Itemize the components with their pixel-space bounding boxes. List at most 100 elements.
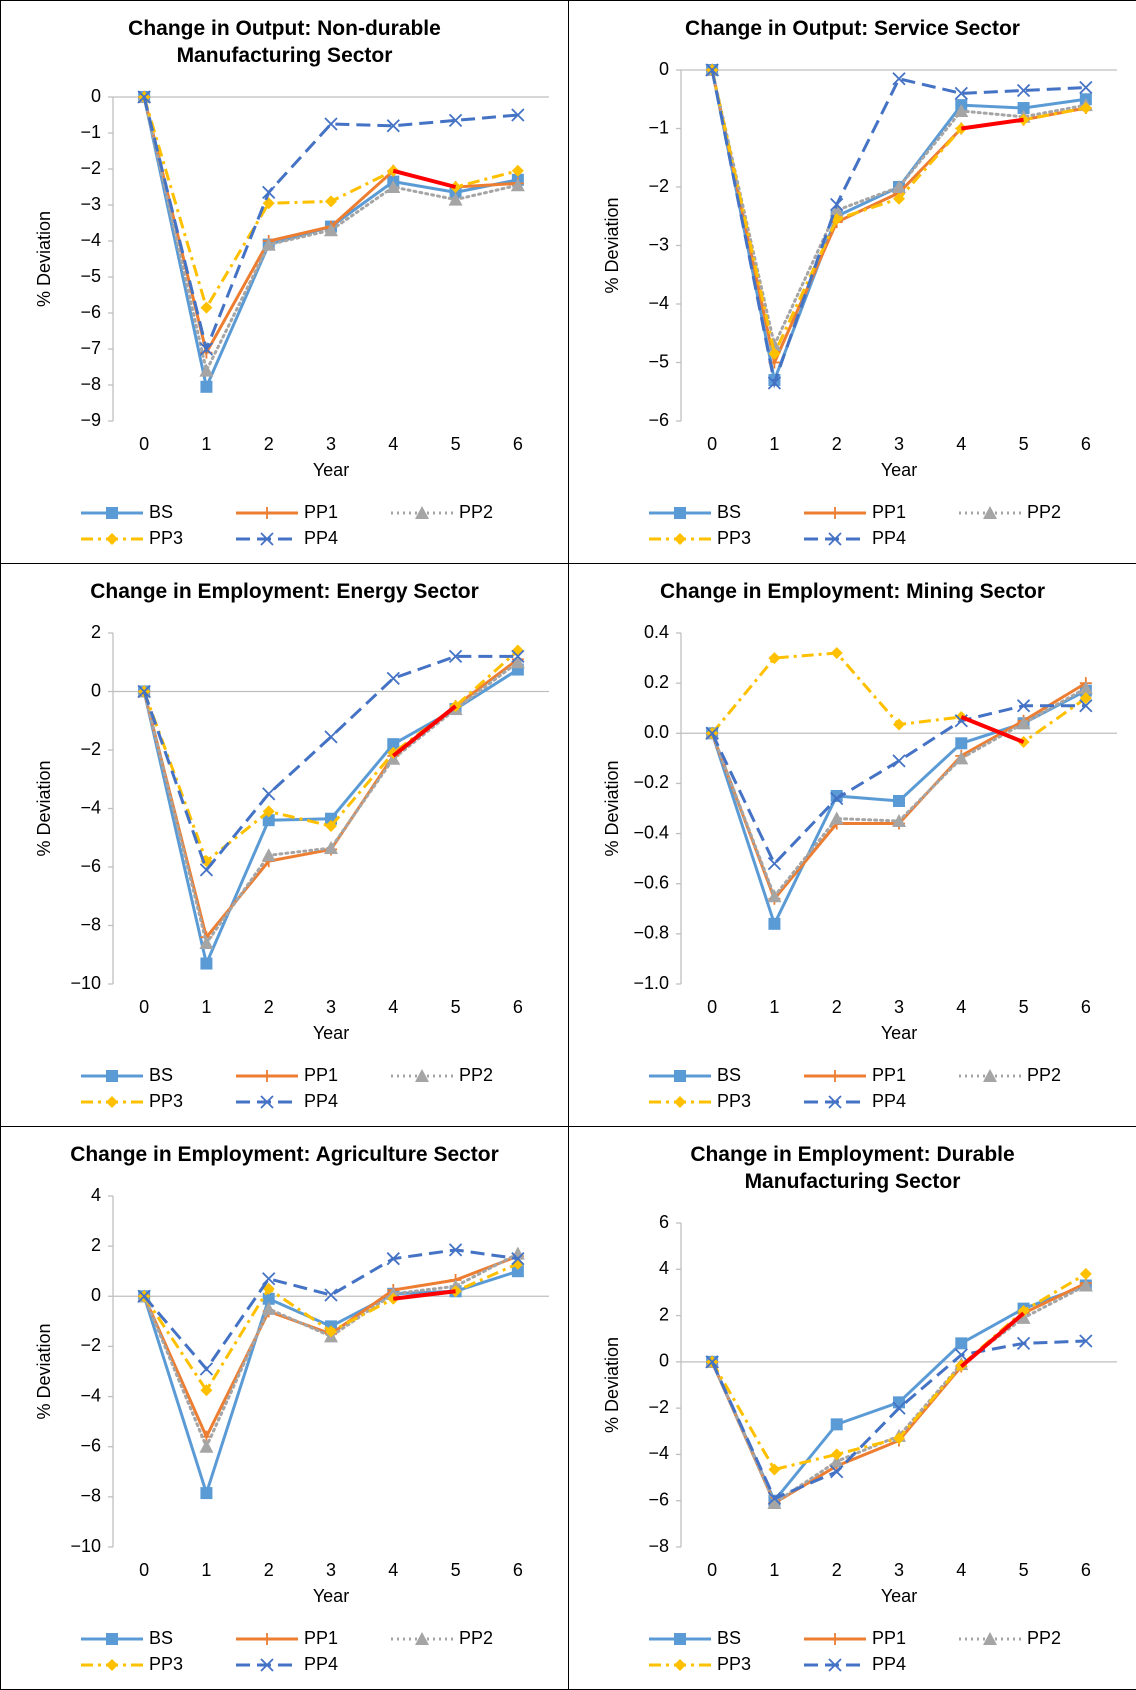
data-point [767, 889, 782, 903]
data-point [386, 671, 400, 685]
data-point [262, 1292, 275, 1305]
y-tick-label: 0.0 [644, 722, 669, 742]
x-tick-label: 6 [1081, 997, 1091, 1017]
data-point [200, 380, 213, 393]
data-point [386, 1252, 400, 1266]
data-point [954, 751, 969, 765]
legend-marker [415, 1632, 429, 1645]
y-tick-label: −4 [648, 1443, 669, 1463]
data-point [892, 72, 906, 86]
legend-marker [261, 1633, 273, 1645]
data-point [199, 863, 214, 877]
x-tick-label: 1 [769, 434, 779, 454]
data-point [1078, 1278, 1093, 1292]
data-point [1079, 1334, 1093, 1348]
x-tick-label: 4 [956, 1560, 966, 1580]
data-point [830, 647, 843, 660]
highlight-segment [959, 1311, 1025, 1369]
data-point [387, 738, 400, 751]
data-point [830, 1448, 843, 1461]
legend-marker [261, 507, 273, 519]
data-point [137, 1289, 151, 1303]
y-tick-label: −8 [80, 1486, 101, 1506]
data-point [1016, 1310, 1031, 1324]
y-tick-label: −4 [648, 293, 669, 313]
x-tick-label: 4 [388, 997, 398, 1017]
y-tick-label: −10 [70, 1536, 101, 1556]
data-point [262, 814, 275, 827]
x-axis-label: Year [881, 1023, 917, 1043]
data-point [324, 1288, 338, 1302]
y-tick-label: −10 [70, 973, 101, 993]
y-tick-label: −1 [80, 122, 101, 142]
chart-title: Change in Output: Service Sector [685, 17, 1020, 40]
y-tick-label: −1 [648, 117, 669, 137]
x-axis-label: Year [881, 1586, 917, 1606]
chart-panel: −1.0 −0.8 −0.6 −0.4 −0.2 0.0 0.2 0.4 0 1 2 3 4 5 6 Year… [568, 563, 1136, 1127]
data-point [261, 1301, 276, 1315]
data-point [705, 63, 719, 77]
legend-label: BS [717, 1065, 741, 1085]
legend-label: PP1 [872, 1628, 906, 1648]
data-point [386, 180, 401, 193]
y-tick-label: −2 [80, 1335, 101, 1355]
data-point [262, 1272, 276, 1286]
legend-label: PP2 [1027, 1628, 1061, 1648]
data-point [511, 164, 524, 177]
series-line [710, 1283, 1088, 1506]
legend-label: PP4 [304, 1654, 338, 1674]
x-tick-label: 3 [894, 997, 904, 1017]
y-tick-label: 0 [91, 1285, 101, 1305]
legend-marker [106, 1096, 118, 1108]
data-point [1017, 1304, 1030, 1317]
legend-label: PP1 [304, 1628, 338, 1648]
x-tick-label: 1 [201, 997, 211, 1017]
data-point [511, 1252, 525, 1266]
x-tick-label: 0 [707, 997, 717, 1017]
series-line [143, 1248, 519, 1372]
legend-label: BS [717, 502, 741, 522]
y-tick-label: −2 [648, 176, 669, 196]
chart-title: Change in Employment: Energy Sector [90, 580, 479, 603]
chart: −8 −6 −4 −2 0 2 4 6 0 1 2 3 4 5 6 Year % Deviation BS PP1 P… [602, 1212, 1117, 1674]
x-tick-label: 5 [451, 997, 461, 1017]
data-point [200, 1487, 213, 1500]
y-axis-label: % Deviation [34, 1323, 54, 1419]
data-point [325, 195, 337, 208]
data-point [324, 730, 338, 744]
data-point [1016, 716, 1031, 730]
y-tick-label: 4 [659, 1258, 669, 1278]
x-axis-label: Year [313, 460, 349, 480]
data-point [768, 652, 781, 665]
y-tick-label: 2 [659, 1304, 669, 1324]
legend-label: PP3 [149, 528, 183, 548]
series-line [710, 1339, 1086, 1501]
y-axis-label: % Deviation [34, 760, 54, 856]
legend-label: BS [149, 1065, 173, 1085]
data-point [705, 726, 719, 740]
x-tick-label: 0 [139, 1560, 149, 1580]
legend-label: PP1 [304, 1065, 338, 1085]
data-point [892, 180, 906, 193]
y-tick-label: −4 [80, 1385, 101, 1405]
y-tick-label: −4 [80, 230, 101, 250]
legend-label: PP1 [872, 1065, 906, 1085]
y-tick-label: 2 [91, 1235, 101, 1255]
data-point [1016, 699, 1031, 713]
x-tick-label: 1 [201, 434, 211, 454]
data-point [1016, 1336, 1031, 1350]
y-tick-label: −0.4 [633, 822, 669, 842]
legend-marker [261, 1070, 273, 1082]
data-point [324, 840, 338, 854]
data-point [893, 794, 905, 807]
data-point [830, 789, 843, 802]
legend-label: PP4 [304, 1091, 338, 1111]
chart-title: Change in Employment: Mining Sector [659, 580, 1046, 603]
highlight-segment [393, 1289, 456, 1301]
data-point [324, 117, 338, 131]
chart: −10 −8 −6 −4 −2 0 2 0 1 2 3 4 5 6 Year % Deviation BS PP1… [34, 622, 549, 1111]
data-point [1079, 692, 1092, 705]
y-tick-label: −7 [80, 338, 101, 358]
x-tick-label: 2 [264, 997, 274, 1017]
x-tick-label: 3 [326, 1560, 336, 1580]
